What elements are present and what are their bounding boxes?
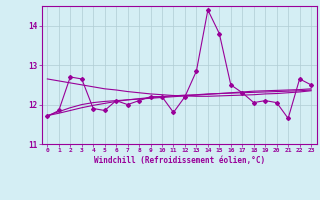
X-axis label: Windchill (Refroidissement éolien,°C): Windchill (Refroidissement éolien,°C) bbox=[94, 156, 265, 165]
